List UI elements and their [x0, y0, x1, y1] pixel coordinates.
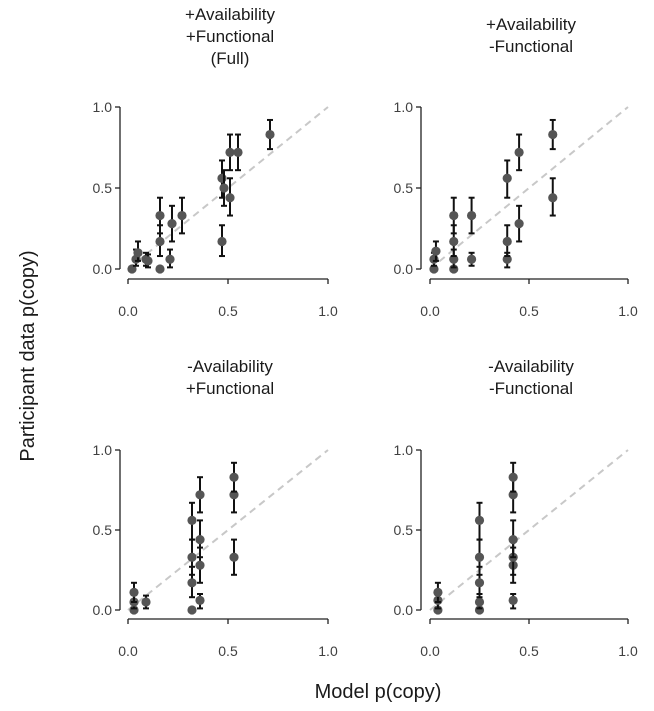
data-point — [165, 254, 175, 264]
panel-title-line: -Functional — [489, 37, 573, 56]
data-point — [187, 578, 197, 588]
data-point — [508, 595, 518, 606]
data-point — [195, 490, 205, 500]
data-point — [219, 183, 229, 193]
identity-line — [127, 449, 329, 611]
panel-title-line: -Availability — [187, 357, 273, 376]
x-tick-label: 1.0 — [618, 643, 638, 659]
data-point — [449, 210, 459, 221]
data-point — [187, 515, 197, 526]
data-point — [474, 578, 485, 588]
x-tick-label: 1.0 — [318, 303, 338, 319]
x-tick-label: 0.5 — [519, 303, 539, 319]
panel-title-line: -Availability — [488, 357, 574, 376]
identity-line — [429, 449, 629, 611]
data-point — [155, 236, 165, 247]
data-point — [217, 173, 227, 183]
y-tick-label: 1.0 — [394, 442, 414, 458]
data-point — [474, 515, 485, 526]
data-point — [429, 254, 439, 264]
data-point — [548, 193, 558, 203]
panel-title-line: +Functional — [186, 27, 274, 46]
x-tick-label: 0.0 — [118, 303, 138, 319]
y-tick-label: 0.0 — [394, 602, 414, 618]
x-tick-label: 0.0 — [118, 643, 138, 659]
data-point — [474, 597, 485, 607]
data-point — [502, 173, 512, 183]
data-point — [167, 219, 177, 229]
x-tick-label: 0.5 — [218, 303, 238, 319]
data-point — [143, 256, 153, 266]
panel-title-line: +Availability — [486, 15, 576, 34]
x-tick-label: 1.0 — [318, 643, 338, 659]
y-tick-label: 1.0 — [394, 99, 414, 115]
panel-title-line: (Full) — [211, 49, 250, 68]
data-point — [502, 236, 512, 247]
data-point — [129, 587, 139, 598]
data-point — [225, 147, 235, 157]
x-tick-label: 0.0 — [420, 643, 440, 659]
data-point — [466, 254, 477, 264]
data-point — [155, 210, 165, 221]
x-tick-label: 1.0 — [618, 303, 638, 319]
data-point — [195, 595, 205, 606]
y-tick-label: 0.5 — [93, 522, 113, 538]
y-tick-label: 0.5 — [394, 180, 414, 196]
panel-2: +Availability -Functional 0.0 0.5 1.0 0.0 0.5 1… — [394, 15, 638, 319]
panel-3: -Availability +Functional 0.0 0.5 1.0 0.0 0.5 1… — [93, 357, 338, 659]
y-tick-label: 1.0 — [93, 99, 113, 115]
y-tick-label: 0.0 — [394, 261, 414, 277]
y-tick-label: 0.0 — [93, 602, 113, 618]
data-point — [466, 210, 477, 221]
panels: +Availability +Functional (Full) 0.0 0.5 1.0 0… — [93, 5, 638, 659]
y-tick-label: 0.0 — [93, 261, 113, 277]
data-point — [195, 535, 205, 545]
data-point — [508, 472, 518, 482]
data-point — [514, 219, 524, 229]
data-point — [217, 236, 227, 247]
panel-4: -Availability -Functional 0.0 0.5 1.0 0.0 0.5 1… — [394, 357, 638, 659]
y-tick-label: 1.0 — [93, 442, 113, 458]
data-point — [225, 193, 235, 203]
data-point — [229, 472, 239, 482]
x-tick-label: 0.5 — [519, 643, 539, 659]
panel-title-line: +Functional — [186, 379, 274, 398]
data-point — [548, 129, 558, 140]
y-tick-label: 0.5 — [394, 522, 414, 538]
data-point — [133, 248, 143, 258]
data-point — [177, 210, 187, 221]
data-point — [155, 264, 165, 274]
data-point — [229, 552, 239, 562]
panel-title-line: +Availability — [185, 5, 275, 24]
data-point — [233, 147, 243, 157]
identity-line — [429, 106, 629, 270]
data-point — [187, 605, 197, 615]
x-tick-label: 0.5 — [218, 643, 238, 659]
y-axis-label: Participant data p(copy) — [17, 250, 39, 461]
data-point — [187, 552, 197, 562]
data-point — [449, 236, 459, 247]
data-point — [508, 535, 518, 545]
data-point — [265, 129, 275, 140]
y-tick-label: 0.5 — [93, 180, 113, 196]
x-tick-label: 0.0 — [420, 303, 440, 319]
data-point — [474, 552, 485, 562]
data-point — [141, 597, 151, 607]
data-point — [431, 246, 441, 256]
panel-1: +Availability +Functional (Full) 0.0 0.5 1.0 0… — [93, 5, 338, 319]
data-point — [195, 560, 205, 570]
data-point — [514, 147, 524, 157]
panel-title-line: -Functional — [489, 379, 573, 398]
data-point — [433, 587, 443, 598]
x-axis-label: Model p(copy) — [315, 681, 442, 703]
